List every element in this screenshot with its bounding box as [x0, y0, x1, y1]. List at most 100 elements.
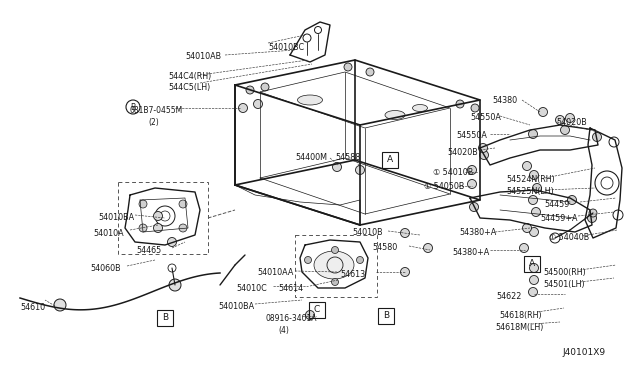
Text: 54400M: 54400M: [295, 153, 327, 162]
Ellipse shape: [314, 251, 354, 279]
Circle shape: [154, 212, 163, 221]
Text: 54618M(LH): 54618M(LH): [495, 323, 543, 332]
Text: C: C: [314, 305, 320, 314]
Circle shape: [529, 276, 538, 285]
Circle shape: [470, 202, 479, 212]
Text: ① 54010B: ① 54010B: [433, 168, 473, 177]
Text: 54020B: 54020B: [556, 118, 587, 127]
Circle shape: [529, 288, 538, 296]
Circle shape: [589, 209, 597, 217]
Circle shape: [532, 183, 541, 192]
Circle shape: [529, 170, 538, 180]
Text: 54580: 54580: [372, 243, 397, 252]
Text: 54010B: 54010B: [352, 228, 383, 237]
Text: 54500(RH): 54500(RH): [543, 268, 586, 277]
Circle shape: [522, 161, 531, 170]
Circle shape: [179, 200, 187, 208]
Circle shape: [179, 224, 187, 232]
Circle shape: [332, 279, 339, 285]
Text: 54010BA: 54010BA: [218, 302, 254, 311]
Text: 54622: 54622: [496, 292, 522, 301]
Circle shape: [355, 166, 365, 174]
Text: 54588: 54588: [335, 153, 360, 162]
Text: 54610: 54610: [20, 303, 45, 312]
Text: 544C4(RH): 544C4(RH): [168, 72, 211, 81]
Circle shape: [471, 104, 479, 112]
Circle shape: [356, 257, 364, 263]
Text: 54060B: 54060B: [90, 264, 120, 273]
Circle shape: [568, 196, 577, 205]
Text: 08916-3401A: 08916-3401A: [265, 314, 317, 323]
Circle shape: [479, 144, 488, 153]
Circle shape: [261, 83, 269, 91]
Ellipse shape: [413, 105, 428, 112]
Circle shape: [531, 208, 541, 217]
Circle shape: [593, 132, 602, 141]
Text: 54380+A: 54380+A: [459, 228, 496, 237]
Circle shape: [522, 224, 531, 232]
Circle shape: [305, 257, 312, 263]
Circle shape: [566, 113, 575, 122]
Circle shape: [538, 108, 547, 116]
Circle shape: [556, 115, 564, 125]
Circle shape: [529, 228, 538, 237]
Text: 54614: 54614: [278, 284, 303, 293]
Text: ① 54040B: ① 54040B: [549, 233, 589, 242]
Circle shape: [246, 86, 254, 94]
Circle shape: [139, 224, 147, 232]
Text: 54380: 54380: [492, 96, 517, 105]
Circle shape: [529, 263, 538, 273]
Text: A: A: [387, 155, 393, 164]
Circle shape: [332, 247, 339, 253]
Text: 544C5(LH): 544C5(LH): [168, 83, 211, 92]
Text: B: B: [162, 314, 168, 323]
Text: 54524N(RH): 54524N(RH): [506, 175, 555, 184]
Text: 54010AB: 54010AB: [185, 52, 221, 61]
Text: 54020B: 54020B: [447, 148, 477, 157]
Circle shape: [401, 228, 410, 237]
Text: 54010BC: 54010BC: [268, 43, 304, 52]
Text: 54465: 54465: [136, 246, 161, 255]
Circle shape: [305, 311, 314, 320]
Text: 54525N(LH): 54525N(LH): [506, 187, 554, 196]
Circle shape: [529, 196, 538, 205]
Text: B: B: [131, 103, 136, 112]
Circle shape: [168, 237, 177, 247]
Text: (2): (2): [148, 118, 159, 127]
Circle shape: [467, 180, 477, 189]
Text: (4): (4): [278, 326, 289, 335]
Text: 54010BA: 54010BA: [98, 213, 134, 222]
Circle shape: [424, 244, 433, 253]
Circle shape: [456, 100, 464, 108]
Text: 54010AA: 54010AA: [257, 268, 293, 277]
Text: 54459: 54459: [544, 200, 570, 209]
Text: B: B: [383, 311, 389, 321]
Circle shape: [54, 299, 66, 311]
Text: 54613: 54613: [340, 270, 365, 279]
Circle shape: [529, 129, 538, 138]
Circle shape: [154, 224, 163, 232]
Text: 081B7-0455M: 081B7-0455M: [130, 106, 183, 115]
Text: 54501(LH): 54501(LH): [543, 280, 584, 289]
Text: 54459+A: 54459+A: [540, 214, 577, 223]
Circle shape: [139, 200, 147, 208]
Circle shape: [366, 68, 374, 76]
Text: 54550A: 54550A: [456, 131, 487, 140]
Text: 54010A: 54010A: [93, 229, 124, 238]
Circle shape: [344, 63, 352, 71]
Text: 54380+A: 54380+A: [452, 248, 489, 257]
Text: ① 54050B: ① 54050B: [424, 182, 465, 191]
Circle shape: [239, 103, 248, 112]
Circle shape: [588, 214, 596, 222]
Circle shape: [401, 267, 410, 276]
Text: J40101X9: J40101X9: [562, 348, 605, 357]
Circle shape: [467, 166, 477, 174]
Text: 54618(RH): 54618(RH): [499, 311, 541, 320]
Text: A: A: [529, 260, 535, 269]
Circle shape: [561, 125, 570, 135]
Circle shape: [520, 244, 529, 253]
Circle shape: [253, 99, 262, 109]
Ellipse shape: [298, 95, 323, 105]
Text: 54010C: 54010C: [236, 284, 267, 293]
Ellipse shape: [385, 110, 405, 119]
